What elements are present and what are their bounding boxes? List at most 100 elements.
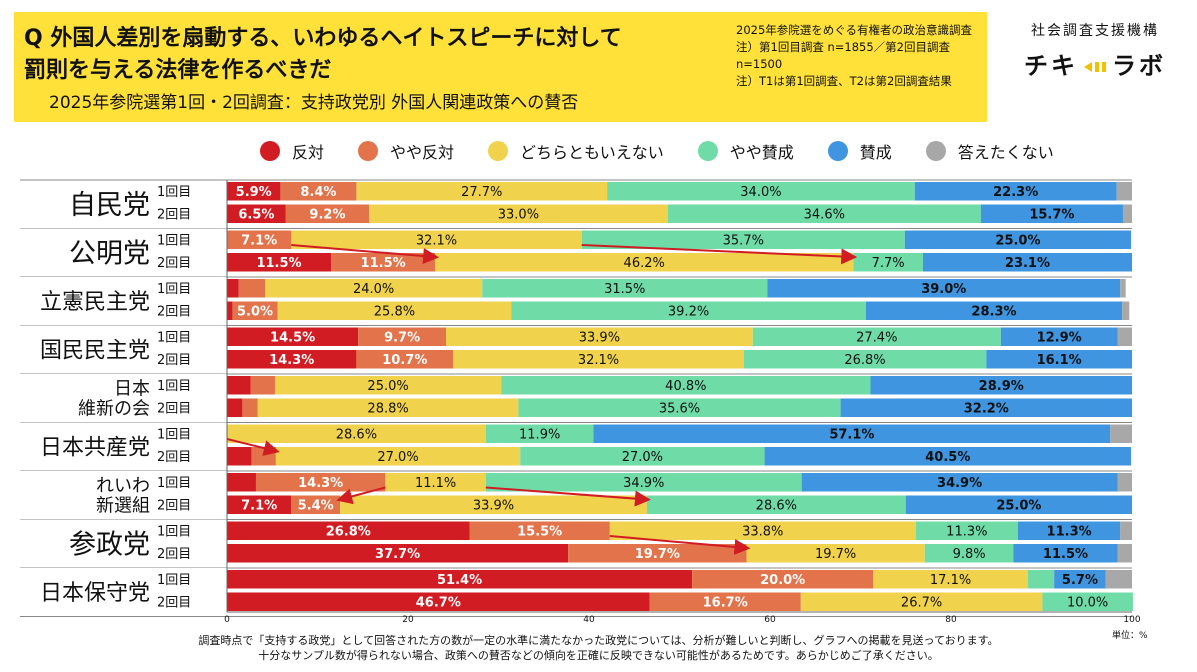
survey-note: n=1500 xyxy=(736,57,783,71)
bar-segment xyxy=(980,204,1123,223)
brand-wordmark: チキ ラボ xyxy=(1000,46,1190,81)
round-label: 2回目 xyxy=(157,208,191,223)
bar-segment xyxy=(227,544,569,563)
party-name: 立憲民主党 xyxy=(40,290,150,315)
bar-segment xyxy=(692,570,874,589)
bar-segment xyxy=(274,376,502,395)
legend-item: やや反対 xyxy=(358,139,454,163)
bar-segment xyxy=(752,327,1001,346)
bar-segment xyxy=(227,253,332,272)
legend-item: 反対 xyxy=(260,139,324,163)
bar-value-label: 26.8% xyxy=(326,525,371,540)
unit-label: 単位：% xyxy=(1112,631,1148,641)
bar-value-label: 35.6% xyxy=(659,402,700,417)
bar-segment xyxy=(649,592,801,611)
round-label: 2回目 xyxy=(157,353,191,368)
question-title-line1: Q 外国人差別を扇動する、いわゆるヘイトスピーチに対して xyxy=(24,26,622,51)
bar-segment xyxy=(227,495,292,514)
footer-note-line1: 調査時点で「支持する政党」として回答された方の数が一定の水準に満たなかった政党に… xyxy=(198,634,999,647)
bar-segment xyxy=(1120,279,1126,298)
bar-segment xyxy=(924,544,1014,563)
bar-segment xyxy=(255,473,386,492)
bar-segment xyxy=(356,182,608,201)
bar-value-label: 11.3% xyxy=(946,525,987,540)
bar-segment xyxy=(280,182,357,201)
bar-segment xyxy=(227,182,281,201)
round-label: 2回目 xyxy=(157,402,191,417)
bar-value-label: 16.7% xyxy=(703,596,748,611)
shift-arrow xyxy=(226,438,280,456)
shift-arrow xyxy=(336,486,386,505)
bar-value-label: 25.0% xyxy=(996,499,1041,514)
bar-segment xyxy=(1117,327,1132,346)
party-label-cell xyxy=(20,277,227,326)
bar-value-label: 39.0% xyxy=(921,282,966,297)
round-label: 2回目 xyxy=(157,596,191,611)
bar-segment xyxy=(232,301,278,320)
bar-value-label: 34.0% xyxy=(740,185,781,200)
legend-label: やや反対 xyxy=(390,143,455,162)
bar-value-label: 10.0% xyxy=(1067,596,1108,611)
bar-value-label: 46.2% xyxy=(624,256,665,271)
brand-logo-left: チキ xyxy=(1024,52,1078,80)
bar-segment xyxy=(801,473,1118,492)
round-label: 1回目 xyxy=(157,525,191,540)
bar-value-label: 57.1% xyxy=(829,428,874,443)
bar-segment xyxy=(358,327,447,346)
round-label: 1回目 xyxy=(157,428,191,443)
bar-segment xyxy=(1117,544,1132,563)
shift-arrow xyxy=(609,535,751,555)
bar-value-label: 23.1% xyxy=(1005,256,1050,271)
party-name: 国民民主党 xyxy=(40,339,150,364)
bar-value-label: 15.7% xyxy=(1029,208,1074,223)
round-label: 2回目 xyxy=(157,450,191,465)
bar-value-label: 5.9% xyxy=(236,185,272,200)
bar-segment xyxy=(482,279,768,298)
bar-segment xyxy=(242,398,258,417)
bar-value-label: 35.7% xyxy=(723,234,764,249)
bar-value-label: 31.5% xyxy=(604,282,645,297)
party-label-cell xyxy=(20,228,227,277)
bar-segment xyxy=(227,473,256,492)
bar-value-label: 34.9% xyxy=(937,476,982,491)
footer-note-line2: 十分なサンプル数が得られない場合、政策への賛否などの傾向を正確に反映できない可能… xyxy=(258,649,939,662)
brand-logo: 社会調査支援機構 チキ ラボ xyxy=(1000,20,1190,81)
bar-segment xyxy=(340,495,647,514)
bar-value-label: 39.2% xyxy=(668,305,709,320)
bar-segment xyxy=(1042,592,1133,611)
bar-segment xyxy=(250,376,275,395)
bar-segment xyxy=(915,521,1018,540)
bar-value-label: 26.7% xyxy=(901,596,942,611)
bar-value-label: 22.3% xyxy=(993,185,1038,200)
legend-item: 答えたくない xyxy=(925,139,1054,163)
bar-segment xyxy=(1120,521,1132,540)
bar-segment xyxy=(275,447,521,466)
bar-segment xyxy=(607,182,915,201)
bar-segment xyxy=(285,204,370,223)
legend-swatch xyxy=(358,141,379,161)
round-label: 1回目 xyxy=(157,185,191,200)
bar-segment xyxy=(853,253,923,272)
bar-value-label: 10.7% xyxy=(382,353,427,368)
bar-segment xyxy=(1105,570,1132,589)
brand-logo-right: ラボ xyxy=(1112,52,1166,80)
bar-value-label: 27.4% xyxy=(856,331,897,346)
round-label: 2回目 xyxy=(157,305,191,320)
legend-swatch xyxy=(260,141,280,161)
x-tick-label: 0 xyxy=(224,615,230,625)
party-name: れいわ xyxy=(96,476,150,497)
x-tick-label: 80 xyxy=(945,615,957,625)
bar-segment xyxy=(520,447,765,466)
party-name: 日本共産党 xyxy=(40,436,150,461)
x-tick-label: 40 xyxy=(583,615,595,625)
bar-segment xyxy=(227,424,486,443)
chart-subtitle: 2025年参院選第1回・2回調査：支持政党別 外国人関連政策への賛否 xyxy=(49,93,579,113)
party-name: 公明党 xyxy=(69,238,150,269)
bar-segment xyxy=(227,279,239,298)
legend-item: やや賛成 xyxy=(697,139,794,163)
bar-segment xyxy=(453,350,744,369)
bar-segment xyxy=(1122,301,1130,320)
bar-value-label: 14.3% xyxy=(269,353,314,368)
bar-value-label: 24.0% xyxy=(353,282,394,297)
legend-item: どちらともいえない xyxy=(488,139,664,163)
